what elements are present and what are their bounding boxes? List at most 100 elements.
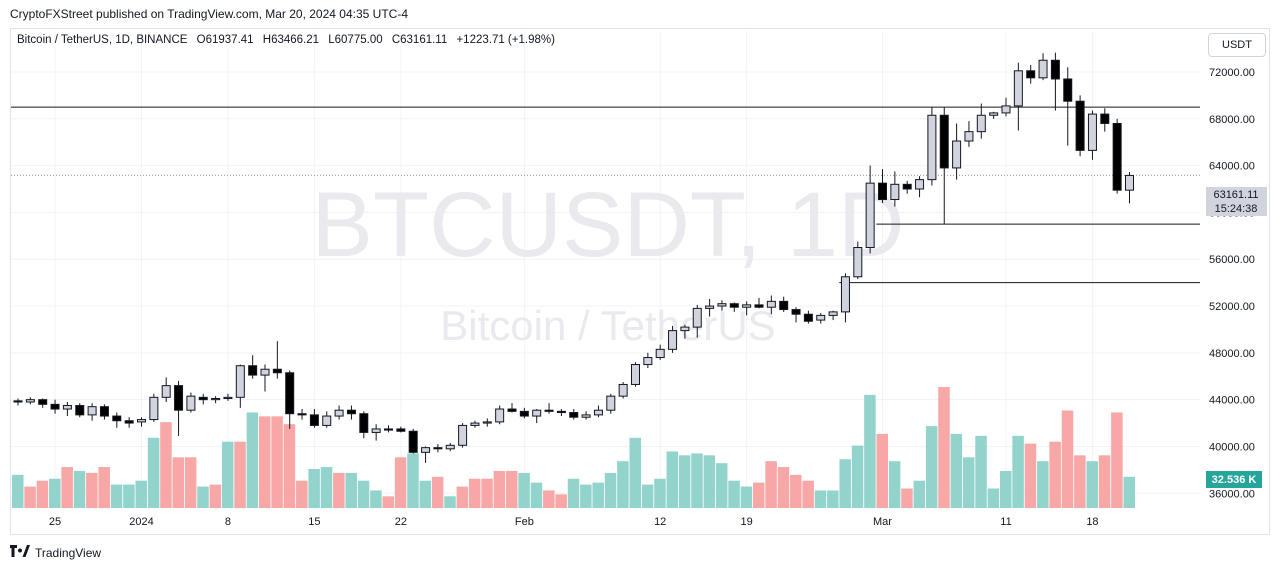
- watermark-name: Bitcoin / TetherUS: [440, 302, 775, 349]
- watermark-symbol: BTCUSDT, 1D: [312, 174, 905, 276]
- volume-bar: [740, 486, 753, 508]
- candle-body: [285, 372, 295, 415]
- candle: [396, 426, 406, 433]
- time-tick-label: 25: [49, 516, 61, 528]
- time-axis[interactable]: 25 2024 8 15 22 Feb 12 19 Mar 11 18: [49, 516, 1099, 528]
- candle: [643, 352, 653, 369]
- candle: [828, 310, 838, 321]
- tradingview-logo-icon[interactable]: [10, 545, 30, 560]
- volume-bar: [493, 470, 506, 508]
- currency-unit-button[interactable]: USDT: [1208, 33, 1266, 57]
- candle: [87, 403, 97, 421]
- volume-bar: [703, 455, 716, 508]
- candle: [334, 405, 344, 420]
- volume-bar: [827, 490, 839, 508]
- candle-body: [692, 307, 702, 328]
- price-tick-label: 56000.00: [1209, 254, 1255, 266]
- volume-bar: [382, 496, 394, 508]
- volume-bar: [715, 463, 728, 508]
- candle-body: [606, 395, 616, 411]
- candle: [75, 403, 85, 418]
- high-value: H63466.21: [262, 34, 320, 46]
- candle: [421, 446, 431, 463]
- candle: [915, 176, 925, 198]
- volume-bar: [209, 484, 222, 508]
- candle: [112, 412, 122, 428]
- candle: [766, 295, 776, 315]
- candle: [964, 121, 974, 147]
- candle: [211, 396, 221, 404]
- candle-body: [62, 405, 72, 410]
- candle-body: [927, 114, 937, 181]
- volume-bar: [1074, 455, 1086, 508]
- price-tick-label: 44000.00: [1209, 395, 1255, 407]
- candle-body: [828, 311, 838, 316]
- candle-body: [532, 409, 542, 417]
- volume-badge: 32.536 K: [1206, 471, 1262, 488]
- candle: [186, 392, 196, 413]
- candle: [458, 423, 468, 448]
- volume-bar: [543, 490, 555, 508]
- volume-bar: [172, 457, 185, 508]
- price-axis[interactable]: 36000.00 40000.00 44000.00 48000.00 52000.00…: [1209, 67, 1255, 500]
- candle-body: [458, 424, 468, 446]
- volume-bar: [913, 480, 926, 508]
- volume-bar: [777, 467, 790, 508]
- candle: [50, 399, 60, 414]
- footer-brand[interactable]: TradingView: [35, 545, 102, 560]
- price-tick-label: 40000.00: [1209, 441, 1255, 453]
- candle-body: [421, 447, 431, 453]
- candle: [482, 418, 492, 427]
- candle: [976, 103, 986, 139]
- candle: [1038, 53, 1048, 81]
- candle-body: [581, 414, 591, 418]
- candle-body: [470, 422, 480, 426]
- candle: [569, 409, 579, 420]
- symbol-label[interactable]: Bitcoin / TetherUS, 1D, BINANCE: [17, 34, 188, 46]
- candle: [470, 420, 480, 428]
- volume-bar: [506, 470, 518, 508]
- candle-body: [840, 276, 850, 313]
- candle: [1125, 172, 1134, 204]
- volume-bar: [728, 480, 740, 508]
- candle-body: [50, 403, 60, 410]
- volume-bar: [938, 387, 950, 508]
- candle: [779, 296, 789, 312]
- time-tick-label: Mar: [873, 516, 892, 528]
- candle-body: [915, 179, 925, 190]
- candle: [322, 411, 332, 428]
- candle-body: [1075, 100, 1085, 151]
- price-tick-label: 64000.00: [1209, 161, 1255, 173]
- candle-body: [989, 112, 999, 116]
- volume-bar: [296, 480, 308, 508]
- candle: [532, 409, 542, 424]
- candle-body: [569, 412, 579, 418]
- volume-bar: [839, 459, 851, 508]
- candle: [248, 355, 258, 379]
- time-tick-label: 11: [1000, 516, 1011, 528]
- candle: [631, 362, 640, 387]
- candle-body: [631, 364, 640, 385]
- candle: [742, 301, 752, 316]
- candle: [99, 404, 109, 420]
- candle-body: [976, 114, 986, 133]
- candle: [433, 444, 443, 453]
- candle-body: [309, 414, 319, 426]
- candle-body: [1112, 122, 1122, 191]
- candle-body: [149, 396, 159, 421]
- candle-body: [507, 408, 517, 412]
- candle-body: [1026, 70, 1036, 79]
- volume-bar: [36, 480, 49, 508]
- candle: [692, 304, 702, 338]
- candle: [445, 442, 455, 452]
- candle: [1100, 108, 1110, 132]
- volume-bar: [160, 422, 172, 508]
- candle-body: [482, 421, 492, 424]
- volume-bar: [666, 451, 679, 508]
- volume-bar: [1123, 476, 1135, 508]
- candle-body: [75, 405, 85, 416]
- volume-bar: [468, 478, 481, 508]
- candle-body: [87, 406, 97, 416]
- price-tick-label: 36000.00: [1209, 488, 1255, 500]
